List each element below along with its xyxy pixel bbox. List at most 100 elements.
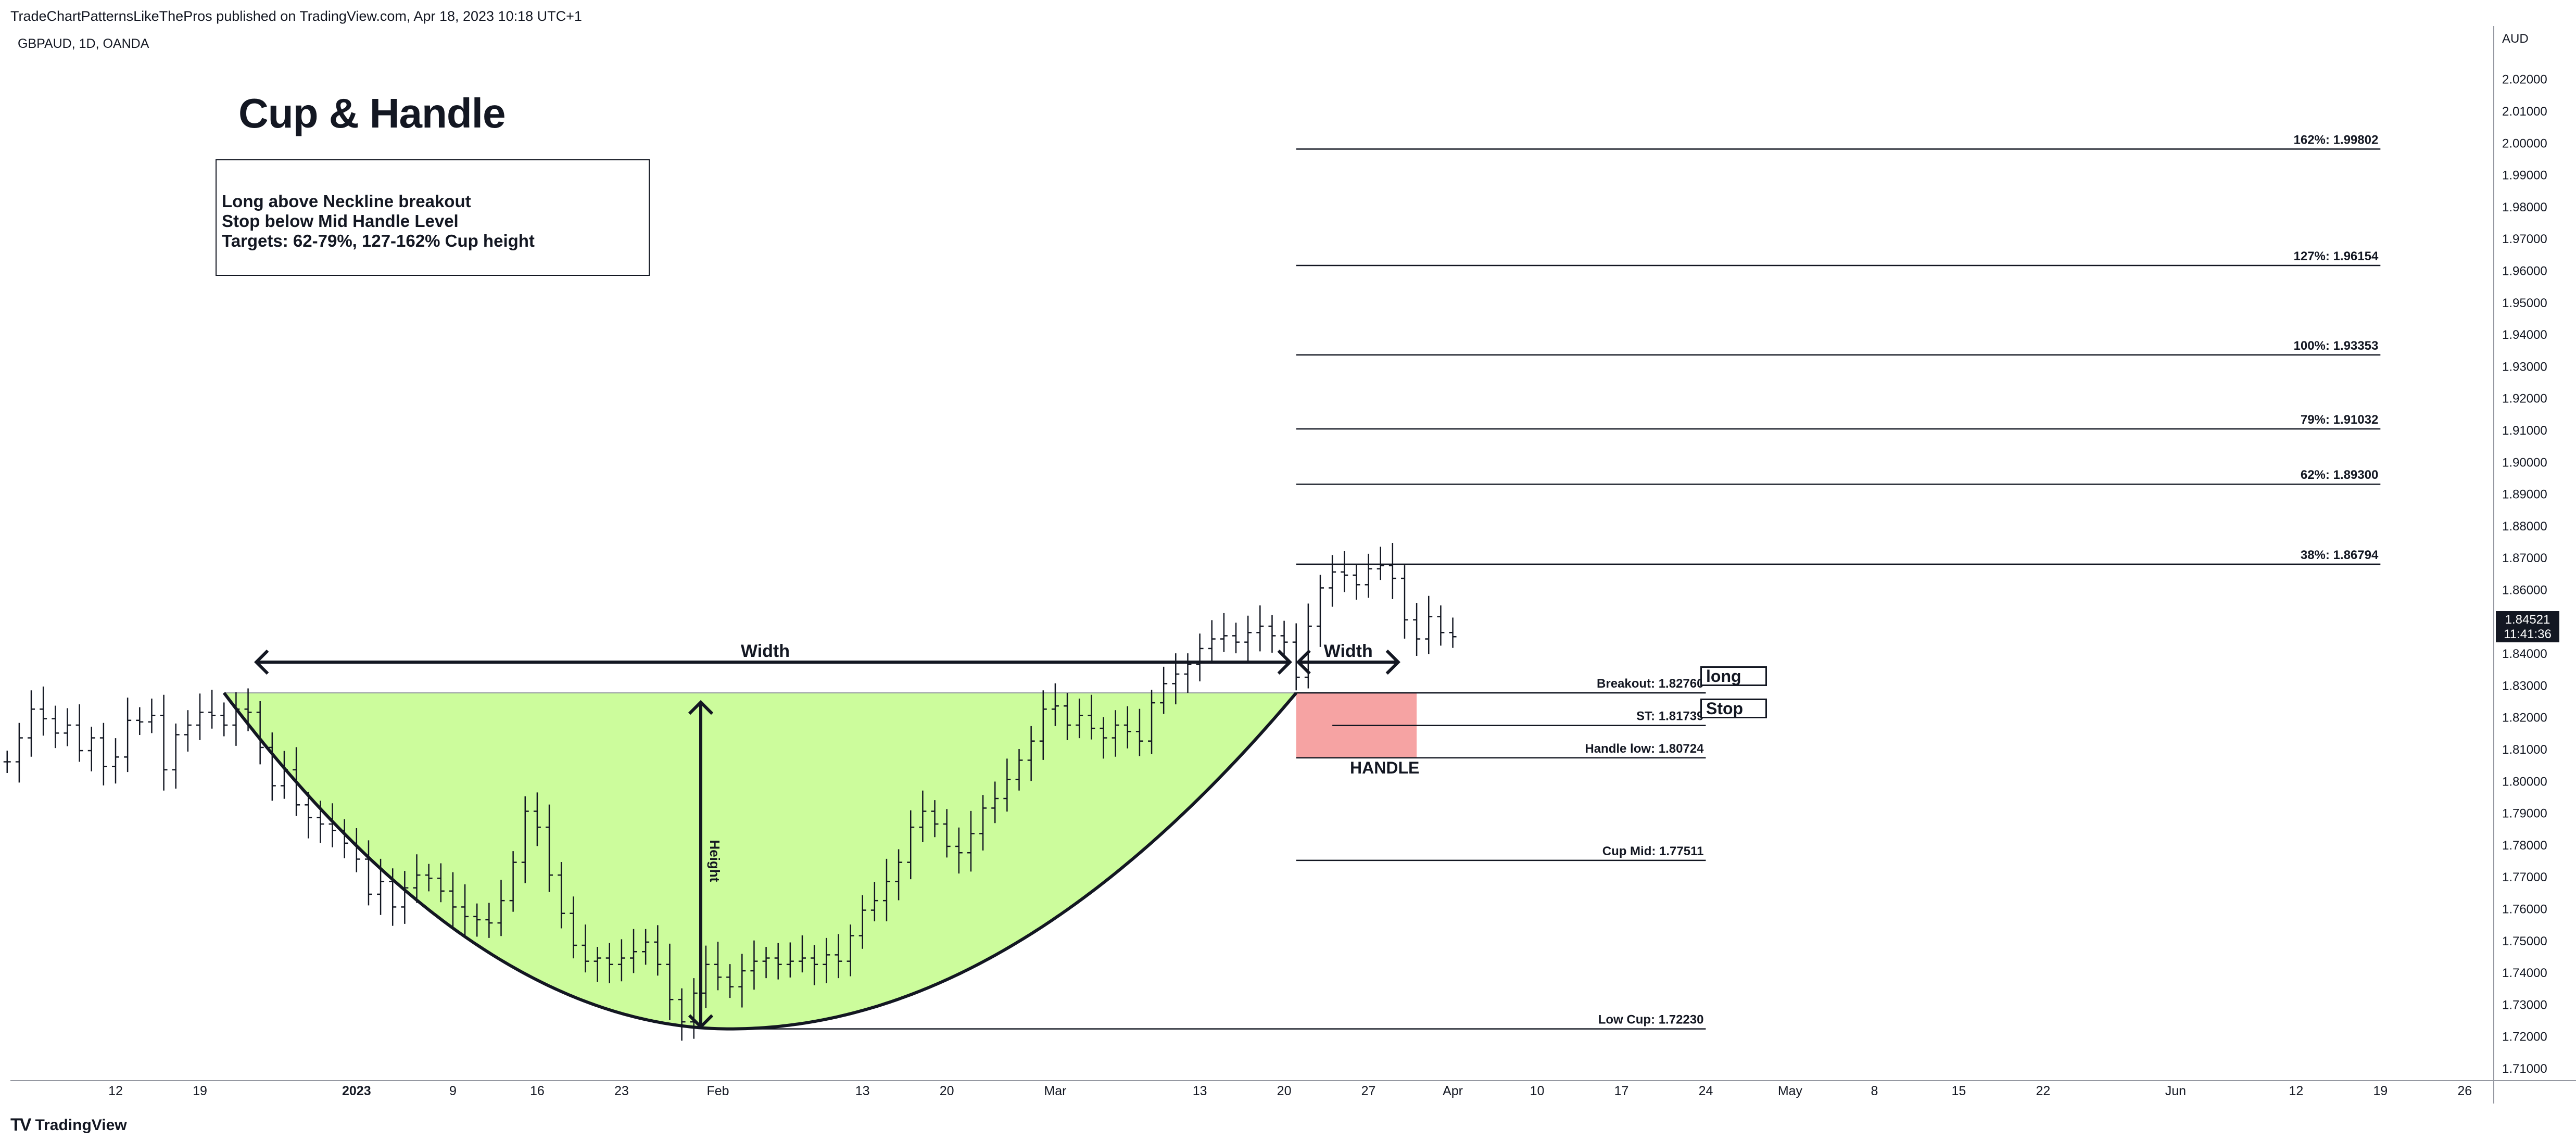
ohlc-bar[interactable] — [546, 804, 553, 892]
ohlc-bar[interactable] — [148, 699, 156, 733]
ohlc-bar[interactable] — [811, 945, 818, 985]
ohlc-bar[interactable] — [967, 810, 975, 872]
ohlc-bar[interactable] — [3, 751, 11, 773]
ohlc-bar[interactable] — [329, 803, 336, 847]
ohlc-bar[interactable] — [160, 694, 168, 791]
ohlc-bar[interactable] — [1076, 699, 1083, 739]
ohlc-bar[interactable] — [1449, 617, 1457, 648]
ohlc-bar[interactable] — [979, 795, 987, 851]
ohlc-bar[interactable] — [99, 722, 107, 785]
ohlc-bar[interactable] — [582, 924, 589, 973]
ohlc-bar[interactable] — [882, 858, 890, 922]
symbol-label[interactable]: GBPAUD, 1D, OANDA — [18, 36, 149, 51]
ohlc-bar[interactable] — [1003, 758, 1011, 812]
ohlc-bar[interactable] — [1123, 706, 1131, 749]
ohlc-bar[interactable] — [1148, 689, 1156, 754]
ohlc-bar[interactable] — [1027, 726, 1035, 781]
ohlc-bar[interactable] — [858, 895, 866, 949]
ohlc-bar[interactable] — [413, 854, 421, 903]
ohlc-bar[interactable] — [40, 686, 47, 736]
ohlc-bar[interactable] — [714, 942, 722, 991]
ohlc-bar[interactable] — [786, 942, 794, 978]
ohlc-bar[interactable] — [1400, 565, 1408, 639]
ohlc-bar[interactable] — [558, 862, 565, 929]
ohlc-bar[interactable] — [1051, 683, 1059, 726]
ohlc-bar[interactable] — [509, 851, 517, 912]
ohlc-bar[interactable] — [991, 781, 999, 823]
ohlc-bar[interactable] — [1377, 547, 1384, 580]
ohlc-bar[interactable] — [437, 863, 445, 903]
ohlc-bar[interactable] — [87, 727, 95, 771]
ohlc-bar[interactable] — [774, 943, 782, 980]
ohlc-bar[interactable] — [666, 943, 674, 1021]
ohlc-bar[interactable] — [1425, 595, 1433, 654]
ohlc-bar[interactable] — [702, 945, 710, 1008]
ohlc-bar[interactable] — [533, 792, 541, 846]
ohlc-bar[interactable] — [52, 705, 59, 749]
ohlc-bar[interactable] — [1184, 653, 1192, 693]
ohlc-bar[interactable] — [726, 964, 734, 998]
ohlc-bar[interactable] — [1208, 620, 1216, 664]
ohlc-bar[interactable] — [15, 722, 23, 783]
ohlc-bar[interactable] — [907, 810, 915, 880]
ohlc-bar[interactable] — [570, 896, 577, 959]
ohlc-bar[interactable] — [1196, 633, 1204, 682]
ohlc-bar[interactable] — [256, 701, 264, 765]
ohlc-bar[interactable] — [196, 693, 204, 740]
ohlc-bar[interactable] — [1341, 551, 1348, 592]
ohlc-bar[interactable] — [1413, 603, 1421, 656]
ohlc-bar[interactable] — [835, 934, 842, 979]
cup-curve[interactable] — [222, 692, 1298, 1031]
ohlc-bar[interactable] — [943, 809, 951, 858]
ohlc-bar[interactable] — [750, 940, 758, 990]
ohlc-bar[interactable] — [64, 708, 71, 746]
ohlc-bar[interactable] — [642, 929, 650, 965]
ohlc-bar[interactable] — [1039, 690, 1047, 760]
ohlc-bar[interactable] — [401, 871, 409, 924]
ohlc-bar[interactable] — [124, 698, 132, 772]
ohlc-bar[interactable] — [1317, 575, 1324, 647]
ohlc-bar[interactable] — [870, 882, 878, 922]
tradingview-logo[interactable]: TV TradingView — [10, 1115, 127, 1135]
ohlc-bar[interactable] — [1353, 564, 1360, 600]
ohlc-bar[interactable] — [136, 707, 144, 736]
ohlc-bar[interactable] — [172, 723, 180, 789]
ohlc-bar[interactable] — [1088, 694, 1095, 740]
ohlc-bar[interactable] — [184, 710, 192, 752]
ohlc-bar[interactable] — [461, 884, 469, 935]
ohlc-bar[interactable] — [1365, 553, 1372, 598]
ohlc-bar[interactable] — [931, 800, 939, 838]
ohlc-bar[interactable] — [678, 988, 686, 1041]
ohlc-bar[interactable] — [473, 903, 481, 937]
ohlc-bar[interactable] — [919, 790, 927, 842]
ohlc-bar[interactable] — [75, 704, 83, 762]
ohlc-bar[interactable] — [1160, 666, 1168, 714]
ohlc-bar[interactable] — [1437, 605, 1445, 646]
ohlc-bar[interactable] — [1064, 693, 1071, 740]
ohlc-bar[interactable] — [28, 690, 35, 757]
ohlc-bar[interactable] — [1244, 615, 1252, 663]
ohlc-bar[interactable] — [1292, 623, 1300, 691]
ohlc-bar[interactable] — [1268, 615, 1276, 653]
ohlc-bar[interactable] — [1220, 613, 1228, 652]
ohlc-bar[interactable] — [847, 924, 854, 977]
ohlc-bar[interactable] — [1329, 555, 1336, 607]
ohlc-bar[interactable] — [497, 880, 505, 936]
ohlc-bar[interactable] — [605, 943, 613, 983]
ohlc-bar[interactable] — [1112, 710, 1119, 757]
ohlc-bar[interactable] — [823, 937, 830, 983]
ohlc-bar[interactable] — [955, 827, 963, 874]
ohlc-bar[interactable] — [485, 903, 493, 938]
ohlc-bar[interactable] — [305, 792, 312, 839]
ohlc-bar[interactable] — [1100, 717, 1107, 759]
ohlc-bar[interactable] — [112, 738, 119, 784]
ohlc-bar[interactable] — [449, 872, 457, 928]
ohlc-bar[interactable] — [1388, 543, 1396, 599]
ohlc-bar[interactable] — [268, 732, 276, 801]
ohlc-bar[interactable] — [798, 935, 806, 973]
ohlc-bar[interactable] — [1304, 603, 1312, 689]
long-tag[interactable]: long — [1700, 666, 1767, 686]
ohlc-bar[interactable] — [220, 702, 228, 737]
ohlc-bar[interactable] — [1280, 620, 1288, 657]
